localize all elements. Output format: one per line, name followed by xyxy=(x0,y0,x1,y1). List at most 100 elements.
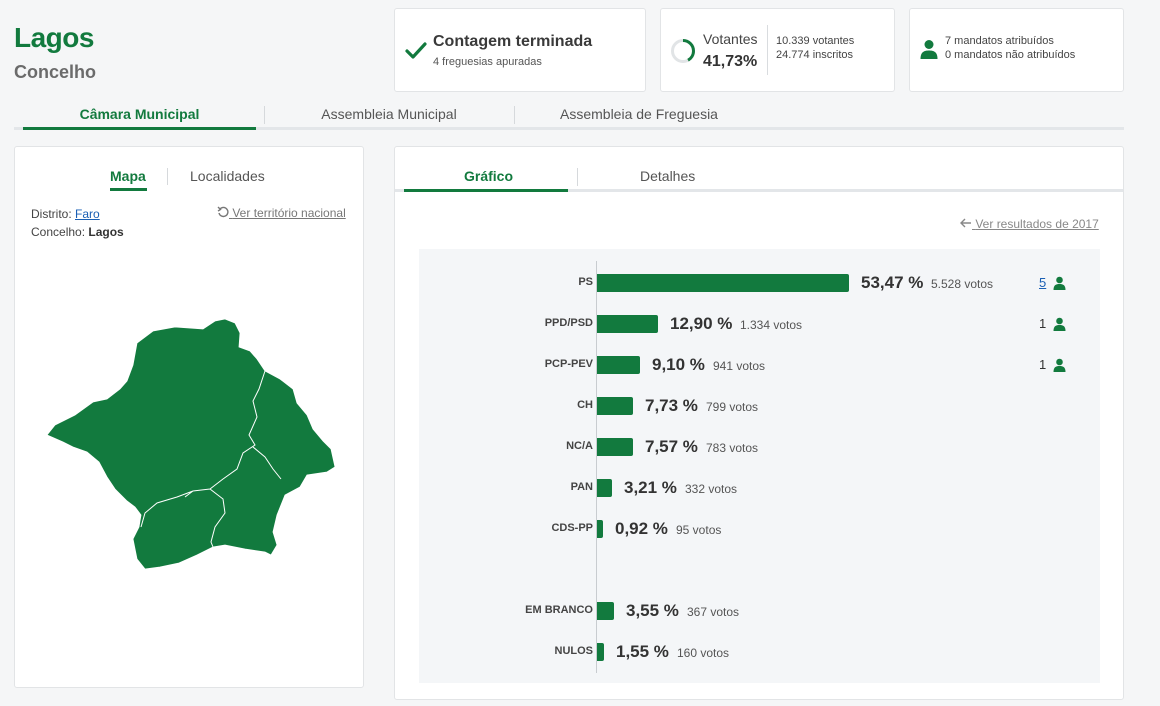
result-percentage: 7,73 % xyxy=(645,396,698,415)
chart-axis xyxy=(596,261,597,673)
tab-assembleia-municipal[interactable]: Assembleia Municipal xyxy=(321,106,457,122)
seat-count: 1 xyxy=(1039,357,1047,372)
municipality-line: Concelho: Lagos xyxy=(31,225,124,239)
party-label: CDS-PP xyxy=(551,522,593,534)
result-bar xyxy=(597,274,849,292)
result-row-cds-pp: CDS-PP 0,92 % 95 votos xyxy=(419,519,1100,539)
party-label: PS xyxy=(578,276,593,288)
mandates-assigned: 7 mandatos atribuídos xyxy=(945,35,1054,47)
seat-count[interactable]: 5 xyxy=(1039,275,1047,290)
result-bar xyxy=(597,356,640,374)
tab-map[interactable]: Mapa xyxy=(110,168,146,184)
tab-divider xyxy=(577,168,578,186)
map-parish-region[interactable] xyxy=(46,318,335,570)
result-votes: 1.334 votos xyxy=(740,318,803,332)
arrow-left-icon xyxy=(960,218,971,228)
tab-camara-municipal[interactable]: Câmara Municipal xyxy=(79,106,200,122)
result-percentage: 1,55 % xyxy=(616,642,669,661)
voters-count: 10.339 votantes xyxy=(776,35,855,47)
result-bar xyxy=(597,438,633,456)
page-title: Lagos xyxy=(14,22,94,53)
count-status-title: Contagem terminada xyxy=(433,33,593,50)
undo-icon xyxy=(217,206,229,218)
result-row-em-branco: EM BRANCO 3,55 % 367 votos xyxy=(419,601,1100,621)
party-label: NC/A xyxy=(566,440,593,452)
progress-ring-icon xyxy=(671,39,695,63)
map-panel: Mapa Localidades Distrito: Faro Concelho… xyxy=(14,146,364,688)
person-icon xyxy=(1053,317,1066,331)
result-percentage: 0,92 % xyxy=(615,519,668,538)
result-row-pcp-pev: PCP-PEV 9,10 % 941 votos 1 xyxy=(419,355,1100,375)
voters-divider xyxy=(767,25,768,75)
tab-assembleia-freguesia[interactable]: Assembleia de Freguesia xyxy=(560,106,718,122)
party-label: PAN xyxy=(570,481,593,493)
municipality-label: Concelho: xyxy=(31,225,86,239)
active-tab-indicator xyxy=(110,188,147,191)
result-votes: 941 votos xyxy=(713,359,766,373)
result-percentage: 3,21 % xyxy=(624,478,677,497)
tab-divider xyxy=(264,106,265,124)
person-icon xyxy=(1053,276,1066,290)
result-votes: 332 votos xyxy=(685,482,738,496)
result-votes: 95 votos xyxy=(676,523,722,537)
district-link[interactable]: Faro xyxy=(75,207,100,221)
result-row-ch: CH 7,73 % 799 votos xyxy=(419,396,1100,416)
results-panel: Gráfico Detalhes Ver resultados de 2017 … xyxy=(394,146,1124,700)
result-percentage: 9,10 % xyxy=(652,355,705,374)
party-label: EM BRANCO xyxy=(525,604,593,616)
check-icon xyxy=(405,42,427,59)
mandates-unassigned: 0 mandatos não atribuídos xyxy=(945,49,1076,61)
count-status-card: Contagem terminada 4 freguesias apuradas xyxy=(394,8,646,92)
result-bar xyxy=(597,602,614,620)
result-votes: 799 votos xyxy=(706,400,759,414)
active-tab-indicator xyxy=(404,189,568,192)
result-row-pan: PAN 3,21 % 332 votos xyxy=(419,478,1100,498)
active-tab-indicator xyxy=(23,127,256,130)
district-line: Distrito: Faro xyxy=(31,207,100,221)
person-icon xyxy=(1053,358,1066,372)
election-body-tabs: Câmara Municipal Assembleia Municipal As… xyxy=(14,100,1124,130)
national-territory-label: Ver território nacional xyxy=(232,206,346,220)
result-percentage: 12,90 % xyxy=(670,314,733,333)
result-bar xyxy=(597,520,603,538)
national-territory-link[interactable]: Ver território nacional xyxy=(217,206,346,220)
result-row-ppd-psd: PPD/PSD 12,90 % 1.334 votos 1 xyxy=(419,314,1100,334)
party-label: PPD/PSD xyxy=(544,317,593,329)
voters-label: Votantes xyxy=(703,31,758,47)
tab-localities[interactable]: Localidades xyxy=(190,168,265,184)
result-percentage: 7,57 % xyxy=(645,437,698,456)
count-status-subtitle: 4 freguesias apuradas xyxy=(433,56,542,68)
voters-card: Votantes 41,73% 10.339 votantes 24.774 i… xyxy=(660,8,895,92)
result-votes: 5.528 votos xyxy=(931,277,994,291)
mandates-card: 7 mandatos atribuídos 0 mandatos não atr… xyxy=(909,8,1124,92)
result-row-ps: PS 53,47 % 5.528 votos 5 xyxy=(419,273,1100,293)
result-row-nulos: NULOS 1,55 % 160 votos xyxy=(419,642,1100,662)
tab-details[interactable]: Detalhes xyxy=(640,168,696,184)
party-label: CH xyxy=(577,399,593,411)
municipality-value: Lagos xyxy=(88,225,124,239)
result-percentage: 3,55 % xyxy=(626,601,679,620)
result-bar xyxy=(597,643,604,661)
party-label: PCP-PEV xyxy=(544,358,593,370)
registered-count: 24.774 inscritos xyxy=(776,49,854,61)
result-bar xyxy=(597,315,658,333)
result-percentage: 53,47 % xyxy=(861,273,924,292)
previous-results-label: Ver resultados de 2017 xyxy=(975,217,1099,231)
result-votes: 367 votos xyxy=(687,605,740,619)
results-tabs: Gráfico Detalhes xyxy=(395,147,1123,192)
previous-results-link[interactable]: Ver resultados de 2017 xyxy=(960,217,1099,231)
result-bar xyxy=(597,397,633,415)
tab-divider xyxy=(514,106,515,124)
party-label: NULOS xyxy=(554,645,594,657)
result-row-nc-a: NC/A 7,57 % 783 votos xyxy=(419,437,1100,457)
results-bar-chart: PS 53,47 % 5.528 votos 5 PPD/PSD 12,90 % 1.334… xyxy=(419,249,1100,683)
municipality-map[interactable] xyxy=(45,317,335,577)
page-subtitle: Concelho xyxy=(14,62,97,82)
map-parish-border xyxy=(140,370,282,548)
result-votes: 783 votos xyxy=(706,441,759,455)
voters-percentage: 41,73% xyxy=(703,53,758,70)
tab-divider xyxy=(167,168,168,185)
tab-chart[interactable]: Gráfico xyxy=(464,168,514,184)
result-bar xyxy=(597,479,612,497)
person-icon xyxy=(920,40,938,59)
